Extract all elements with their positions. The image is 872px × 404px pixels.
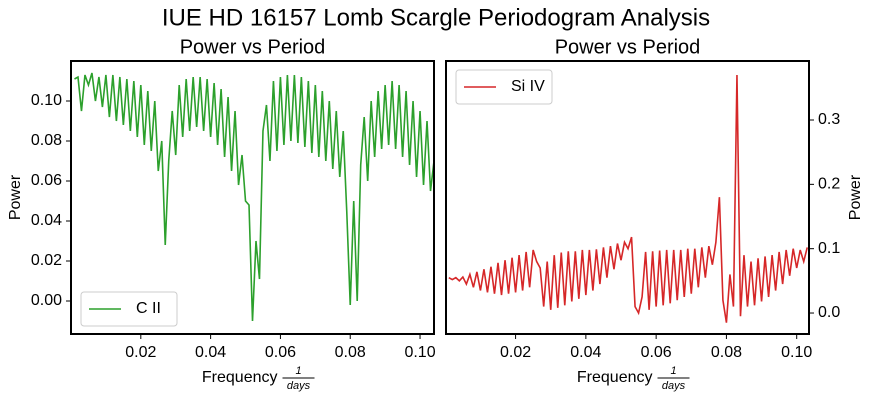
x-tick-label: 0.06: [265, 344, 296, 361]
y-axis-label: Power: [7, 174, 24, 220]
legend-box: [80, 291, 178, 327]
x-tick-label: 0.06: [641, 344, 672, 361]
x-label-denominator: days: [287, 380, 311, 392]
y-tick-label: 0.02: [31, 252, 62, 269]
y-tick-label: 0.2: [818, 176, 840, 193]
y-tick-label: 0.08: [31, 132, 62, 149]
axes-title: Power vs Period: [555, 36, 701, 58]
x-tick-label: 0.10: [781, 344, 812, 361]
y-tick-label: 0.00: [31, 292, 62, 309]
y-tick-label: 0.10: [31, 92, 62, 109]
x-axis-label: Frequency: [577, 369, 653, 386]
axes-frame: [445, 60, 810, 335]
x-tick-label: 0.08: [335, 344, 366, 361]
legend-label: Si IV: [511, 78, 545, 95]
y-tick-label: 0.1: [818, 240, 840, 257]
x-tick-label: 0.04: [195, 344, 226, 361]
y-tick-label: 0.06: [31, 172, 62, 189]
legend-label: C II: [136, 300, 161, 317]
y-axis-label: Power: [847, 174, 864, 220]
figure-title: IUE HD 16157 Lomb Scargle Periodogram An…: [162, 4, 710, 31]
x-tick-label: 0.10: [404, 344, 435, 361]
data-line: [74, 72, 434, 322]
y-tick-label: 0.3: [818, 111, 840, 128]
y-tick-label: 0.0: [818, 304, 840, 321]
x-tick-label: 0.02: [125, 344, 156, 361]
x-label-numerator: 1: [295, 365, 301, 377]
x-tick-label: 0.04: [570, 344, 601, 361]
x-tick-label: 0.08: [711, 344, 742, 361]
x-axis-label: Frequency: [202, 369, 278, 386]
x-tick-label: 0.02: [500, 344, 531, 361]
axes-frame: [70, 60, 435, 335]
y-tick-label: 0.04: [31, 212, 62, 229]
data-line: [448, 74, 809, 323]
x-label-numerator: 1: [670, 365, 676, 377]
x-label-denominator: days: [662, 380, 686, 392]
axes-title: Power vs Period: [180, 36, 326, 58]
legend-box: [455, 69, 553, 105]
